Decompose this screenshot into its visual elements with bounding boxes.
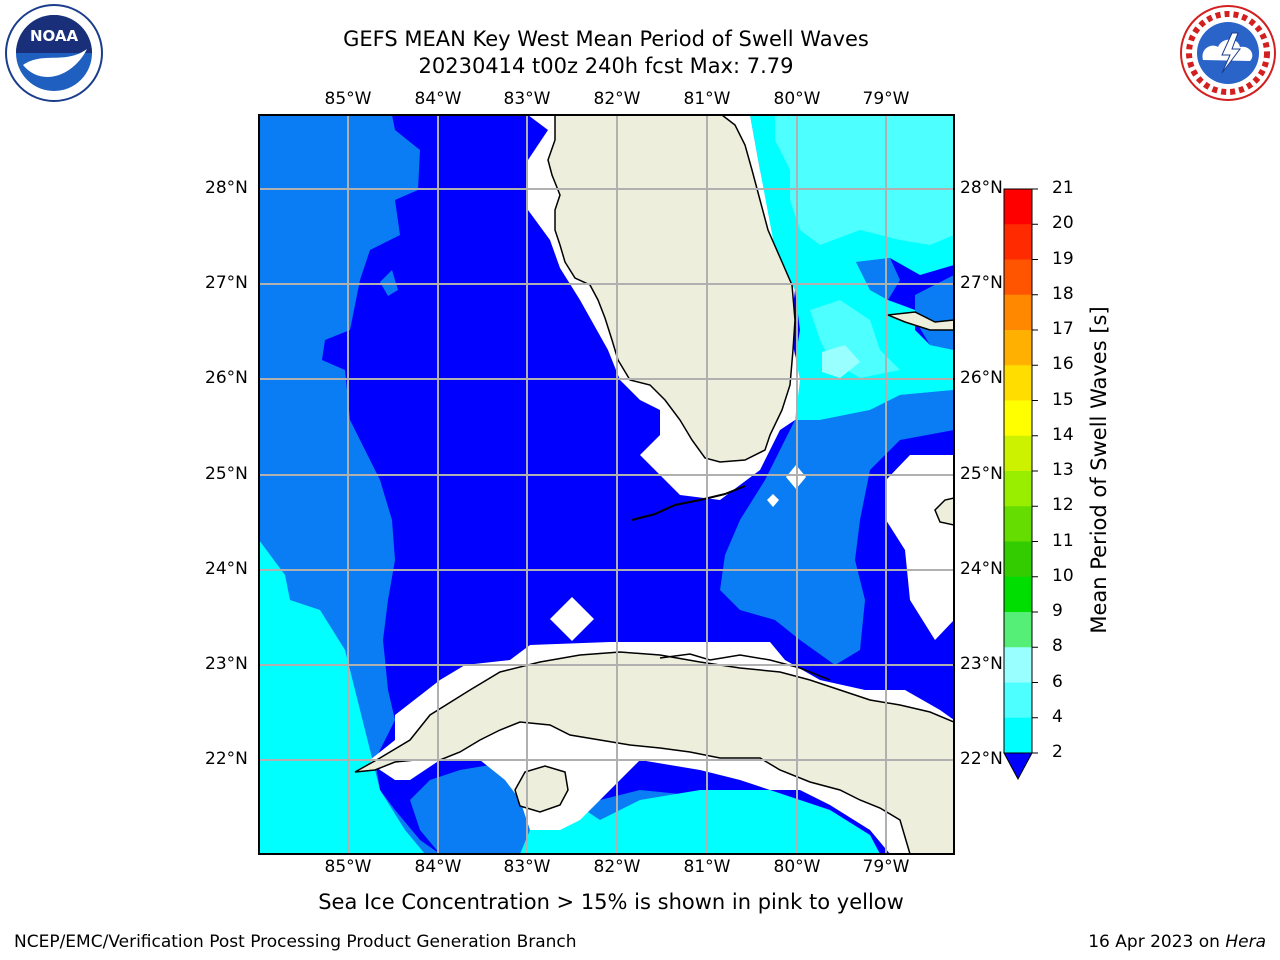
colorbar-bin-8-9 <box>1004 612 1032 648</box>
lon-label-top-79w: 79°W <box>862 89 910 109</box>
lon-label-bottom-82w: 82°W <box>593 857 641 877</box>
land-cuba <box>354 651 954 854</box>
land-andros <box>934 497 954 526</box>
footer-machine: Hera <box>1225 932 1266 952</box>
lat-label-right-28n: 28°N <box>960 178 1003 198</box>
noaa-logo-text: NOAA <box>30 27 79 45</box>
colorbar-bin-20-21 <box>1004 189 1032 225</box>
colorbar-label: Mean Period of Swell Waves [s] <box>1087 306 1111 634</box>
colorbar-bin-16-17 <box>1004 330 1032 366</box>
lat-label-right-25n: 25°N <box>960 464 1003 484</box>
sea-ice-note: Sea Ice Concentration > 15% is shown in … <box>318 890 904 914</box>
lat-label-right-22n: 22°N <box>960 749 1003 769</box>
colorbar-tick-label: 13 <box>1052 460 1074 480</box>
white-mask-small-2 <box>767 494 779 507</box>
light-cyan-northeast <box>775 115 954 245</box>
keys-coastline <box>631 485 746 521</box>
colorbar-tick-label: 10 <box>1052 565 1074 586</box>
colorbar-bin-15-16 <box>1004 365 1032 401</box>
lat-label-left-26n: 26°N <box>205 368 248 388</box>
colorbar-bin-4-6 <box>1004 682 1032 719</box>
colorbar-tick-label: 6 <box>1052 671 1063 692</box>
colorbar-bin-9-10 <box>1004 576 1032 613</box>
pale-cyan-bahamas <box>822 345 860 378</box>
lon-label-bottom-81w: 81°W <box>683 857 731 877</box>
lon-label-bottom-83w: 83°W <box>503 857 551 877</box>
colorbar-tick-label: 20 <box>1052 213 1074 234</box>
colorbar-tick-label: 2 <box>1052 742 1063 762</box>
map-title: GEFS MEAN Key West Mean Period of Swell … <box>343 27 869 51</box>
lat-label-left-28n: 28°N <box>205 178 248 198</box>
lat-label-left-22n: 22°N <box>205 749 248 769</box>
colorbar-bin-17-18 <box>1004 294 1032 331</box>
cuba-cays <box>659 653 831 681</box>
colorbar-bin-12-13 <box>1004 471 1032 507</box>
colorbar-tick-label: 14 <box>1052 424 1074 445</box>
lat-label-right-23n: 23°N <box>960 654 1003 674</box>
colorbar-bin-13-14 <box>1004 435 1032 472</box>
cyan-southwest <box>259 540 425 854</box>
noaa-logo: NOAA <box>5 4 103 102</box>
lon-label-bottom-85w: 85°W <box>324 857 372 877</box>
lon-label-top-80w: 80°W <box>773 89 821 109</box>
footer-date: 16 Apr 2023 on Hera <box>1088 932 1266 952</box>
footer-credit: NCEP/EMC/Verification Post Processing Pr… <box>14 932 577 952</box>
colorbar-tick-label: 8 <box>1052 636 1063 657</box>
colorbar-bin-11-12 <box>1004 506 1032 542</box>
mid-blue-patch-ne <box>856 258 900 300</box>
colorbar-bin-18-19 <box>1004 259 1032 296</box>
colorbar-tick-label: 9 <box>1052 601 1063 621</box>
lon-label-top-84w: 84°W <box>414 89 462 109</box>
lat-label-left-23n: 23°N <box>205 654 248 674</box>
colorbar-tick-label: 21 <box>1052 178 1074 198</box>
lon-label-top-83w: 83°W <box>503 89 551 109</box>
map-gridlines <box>259 115 954 854</box>
colorbar-tick-label: 16 <box>1052 354 1074 375</box>
lat-label-right-24n: 24°N <box>960 559 1003 579</box>
nws-logo <box>1180 5 1276 101</box>
lat-label-left-27n: 27°N <box>205 273 248 293</box>
colorbar-bin-19-20 <box>1004 224 1032 260</box>
colorbar-extend-min <box>1003 752 1033 781</box>
colorbar-tick-label: 18 <box>1052 283 1074 304</box>
mid-blue-east-region <box>720 390 954 665</box>
lon-label-bottom-84w: 84°W <box>414 857 462 877</box>
land-florida <box>547 115 796 463</box>
lat-label-left-24n: 24°N <box>205 559 248 579</box>
lon-label-bottom-79w: 79°W <box>862 857 910 877</box>
cyan-south <box>520 790 880 854</box>
lon-label-top-81w: 81°W <box>683 89 731 109</box>
colorbar-bin-10-11 <box>1004 541 1032 578</box>
colorbar-tick-label: 12 <box>1052 495 1074 516</box>
colorbar-bin-2-4 <box>1004 717 1032 754</box>
white-mask-island <box>550 597 594 641</box>
lat-label-right-27n: 27°N <box>960 273 1003 293</box>
colorbar-bin-6-8 <box>1004 647 1032 683</box>
lon-label-bottom-80w: 80°W <box>773 857 821 877</box>
colorbar-bin-14-15 <box>1004 400 1032 437</box>
lon-label-top-85w: 85°W <box>324 89 372 109</box>
colorbar-tick-label: 17 <box>1052 319 1074 339</box>
map-frame <box>258 114 955 855</box>
lat-label-right-26n: 26°N <box>960 368 1003 388</box>
mid-blue-patch-bahamas <box>915 275 954 350</box>
colorbar-tick-label: 4 <box>1052 706 1063 727</box>
colorbar-tick-label: 19 <box>1052 248 1074 269</box>
land-bahamas <box>887 311 954 331</box>
white-mask-bahamas <box>886 455 954 640</box>
lat-label-left-25n: 25°N <box>205 464 248 484</box>
map-subtitle: 20230414 t00z 240h fcst Max: 7.79 <box>418 54 794 78</box>
colorbar-tick-label: 11 <box>1052 530 1074 551</box>
colorbar-tick-label: 15 <box>1052 389 1074 410</box>
lon-label-top-82w: 82°W <box>593 89 641 109</box>
footer-date-text: 16 Apr 2023 on <box>1088 932 1220 952</box>
